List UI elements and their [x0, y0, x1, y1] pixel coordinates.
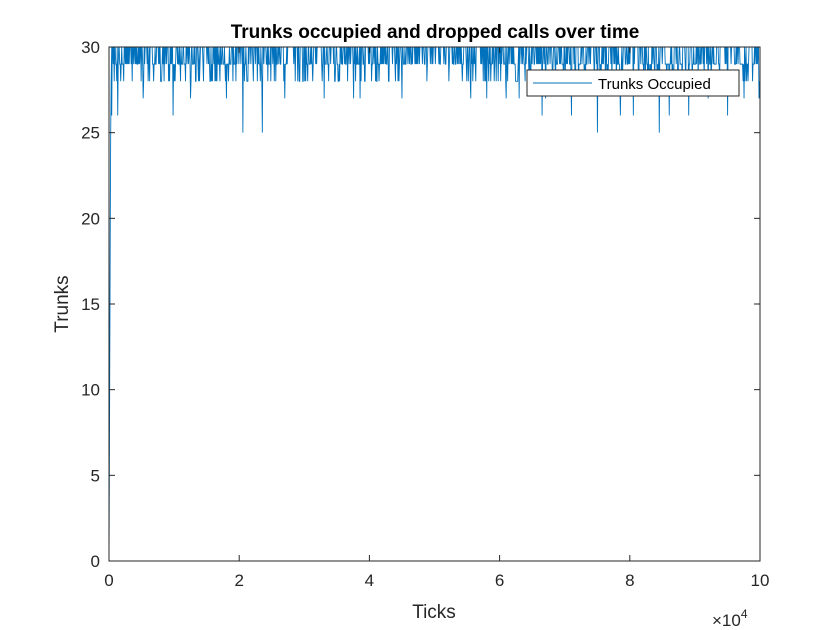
x-tick-label: 4 [365, 571, 374, 590]
chart-title: Trunks occupied and dropped calls over t… [231, 22, 640, 43]
plot-area [109, 47, 760, 561]
y-tick-label: 15 [81, 295, 100, 314]
y-tick-label: 30 [81, 38, 100, 57]
y-axis-title: Trunks [52, 275, 73, 332]
x-exponent-base: ×10 [712, 611, 741, 630]
ticks-layer: 0 2 4 6 8 10 0 5 10 15 20 25 30 [81, 38, 769, 590]
x-tick-label: 8 [625, 571, 634, 590]
x-exponent-power: 4 [741, 607, 748, 621]
legend-label-trunks-occupied: Trunks Occupied [598, 76, 711, 93]
legend[interactable]: Trunks Occupied [526, 69, 740, 97]
x-exponent-label: ×104 [712, 607, 748, 630]
y-tick-label: 10 [81, 381, 100, 400]
y-tick-label: 25 [81, 124, 100, 143]
y-tick-label: 5 [91, 466, 100, 485]
x-tick-label: 6 [495, 571, 504, 590]
x-tick-label: 0 [104, 571, 113, 590]
x-tick-label: 2 [234, 571, 243, 590]
x-axis-title: Ticks [412, 602, 456, 623]
y-tick-label: 20 [81, 209, 100, 228]
y-tick-label: 0 [91, 552, 100, 571]
x-tick-label: 10 [751, 571, 770, 590]
